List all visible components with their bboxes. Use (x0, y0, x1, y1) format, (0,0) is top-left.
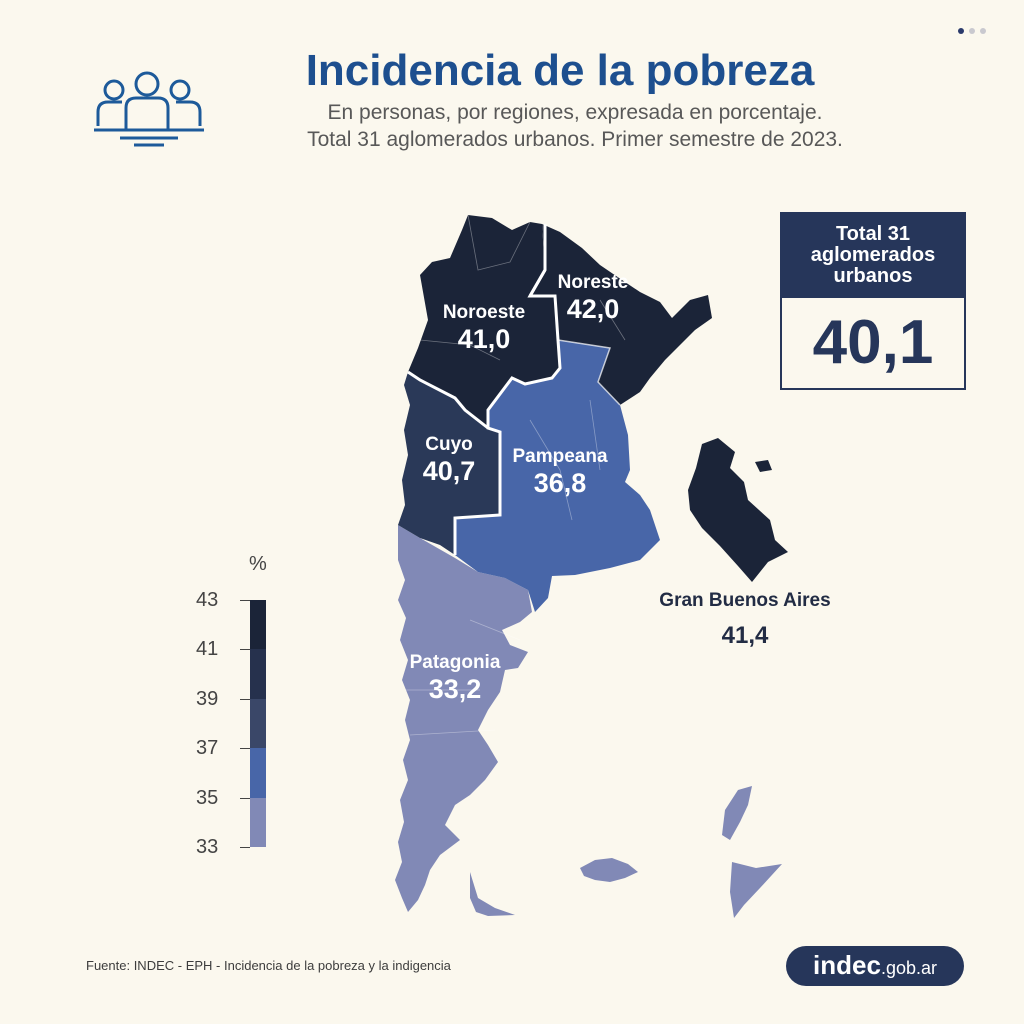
total-box: Total 31 aglomerados urbanos 40,1 (780, 212, 966, 390)
legend-tick-mark (240, 748, 250, 749)
region-value: 40,7 (422, 456, 476, 486)
region-name: Pampeana (512, 446, 608, 467)
people-group-icon (94, 71, 204, 147)
page-subtitle: En personas, por regiones, expresada en … (0, 99, 1024, 153)
region-value: 42,0 (566, 294, 620, 324)
indec-logo[interactable]: indec .gob.ar (786, 946, 964, 986)
legend-segment (250, 698, 266, 749)
region-gran-buenos-aires[interactable] (688, 438, 788, 582)
legend-tick-mark (240, 699, 250, 700)
source-note: Fuente: INDEC - EPH - Incidencia de la p… (86, 958, 451, 973)
label-patagonia: Patagonia 33,2 (400, 652, 510, 705)
label-noroeste: Noroeste 41,0 (432, 302, 536, 355)
legend-tick-mark (240, 798, 250, 799)
pagination-dot-1[interactable] (958, 28, 964, 34)
subtitle-line-1: En personas, por regiones, expresada en … (327, 101, 823, 124)
legend-tick-mark (240, 600, 250, 601)
legend-segment (250, 797, 266, 847)
page-title: Incidencia de la pobreza (305, 46, 815, 95)
legend-unit: % (249, 553, 267, 575)
islands-south (722, 786, 752, 840)
subtitle-line-2: Total 31 aglomerados urbanos. Primer sem… (307, 128, 843, 151)
legend-tick: 41 (196, 638, 219, 660)
region-noreste[interactable] (530, 224, 712, 405)
legend-tick: 39 (196, 688, 219, 710)
pagination-dots[interactable] (958, 28, 986, 34)
legend-color-scale (250, 600, 266, 847)
label-noreste: Noreste 42,0 (550, 272, 636, 325)
region-name: Patagonia (409, 652, 501, 673)
region-value: 41,0 (457, 324, 511, 354)
islands-malvinas (580, 858, 638, 882)
legend-tick-mark (240, 649, 250, 650)
region-name: Cuyo (425, 434, 473, 455)
logo-tld: .gob.ar (880, 958, 937, 978)
antarctic-sector (730, 862, 782, 918)
legend-tick: 33 (196, 836, 219, 858)
total-label: Total 31 aglomerados urbanos (782, 214, 964, 298)
region-patagonia[interactable] (395, 525, 532, 912)
region-value: 33,2 (428, 674, 482, 704)
legend-segment (250, 600, 266, 650)
label-pampeana: Pampeana 36,8 (502, 446, 618, 499)
legend-tick: 35 (196, 787, 219, 809)
region-noroeste[interactable] (408, 215, 560, 428)
region-value: 41,4 (721, 622, 769, 649)
total-label-line: aglomerados (810, 244, 936, 266)
region-pampeana[interactable] (455, 340, 660, 612)
region-value: 36,8 (533, 468, 587, 498)
legend-tick-mark (240, 847, 250, 848)
region-tierra-del-fuego[interactable] (470, 872, 515, 916)
legend-segment (250, 649, 266, 699)
legend-tick: 43 (196, 589, 219, 611)
region-name: Noroeste (442, 302, 526, 323)
region-name: Gran Buenos Aires (659, 590, 831, 611)
logo-main: indec (813, 950, 881, 980)
pagination-dot-2[interactable] (969, 28, 975, 34)
legend-segment (250, 748, 266, 798)
region-name: Noreste (557, 272, 629, 293)
legend-tick: 37 (196, 737, 219, 759)
total-label-line: Total 31 (835, 223, 911, 245)
total-value: 40,1 (812, 308, 934, 377)
total-label-line: urbanos (833, 265, 913, 287)
label-cuyo: Cuyo 40,7 (410, 434, 488, 487)
pagination-dot-3[interactable] (980, 28, 986, 34)
label-gran-buenos-aires: Gran Buenos Aires 41,4 (640, 590, 850, 651)
